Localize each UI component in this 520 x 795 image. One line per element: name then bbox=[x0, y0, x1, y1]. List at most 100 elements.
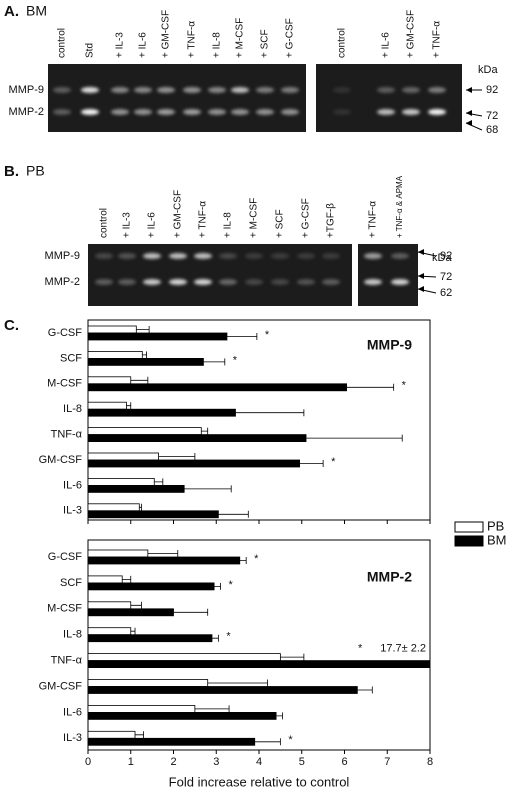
bar bbox=[88, 434, 307, 443]
lane-label: + SCF bbox=[275, 209, 286, 238]
category-label: SCF bbox=[60, 577, 82, 589]
bar bbox=[88, 730, 136, 739]
bar bbox=[88, 376, 132, 385]
gel-band bbox=[157, 87, 175, 93]
error-bar bbox=[226, 333, 258, 340]
lane-label: + SCF bbox=[260, 29, 271, 58]
error-bar bbox=[201, 427, 209, 435]
bar bbox=[88, 503, 140, 512]
gel-band bbox=[169, 253, 187, 259]
lane-label: + M-CSF bbox=[235, 18, 246, 58]
gel-band bbox=[256, 87, 274, 93]
error-bar bbox=[218, 510, 249, 518]
error-bar bbox=[357, 686, 373, 694]
significance-star: * bbox=[254, 553, 259, 565]
gel-band bbox=[183, 109, 201, 115]
bar bbox=[88, 712, 277, 720]
value-label: 17.7± 2.2 bbox=[380, 643, 426, 655]
gel-band bbox=[333, 109, 351, 115]
error-bar bbox=[203, 358, 226, 366]
gel-band bbox=[402, 87, 420, 93]
significance-star: * bbox=[226, 631, 231, 643]
bar bbox=[88, 556, 241, 565]
lane-label: + TNF-α & APMA bbox=[395, 175, 404, 238]
panel-label: A. bbox=[4, 3, 19, 20]
gel-band bbox=[53, 87, 71, 93]
lane-label: + GM-CSF bbox=[406, 10, 417, 58]
marker-label: 68 bbox=[486, 124, 498, 136]
x-tick-label: 7 bbox=[384, 756, 390, 768]
bar bbox=[88, 477, 155, 486]
lane-label: control bbox=[99, 208, 110, 238]
error-bar bbox=[142, 351, 147, 359]
arrow-head bbox=[466, 110, 472, 116]
bar bbox=[88, 549, 149, 558]
legend-swatch bbox=[454, 535, 484, 547]
gel-band bbox=[297, 279, 315, 285]
bar bbox=[88, 357, 204, 366]
gel-image bbox=[48, 64, 306, 132]
bar bbox=[88, 653, 281, 661]
bar bbox=[88, 383, 348, 392]
bar bbox=[88, 634, 213, 643]
lane-label: +TGF-β bbox=[326, 203, 337, 238]
lane-label: + GM-CSF bbox=[161, 10, 172, 58]
category-label: IL-6 bbox=[63, 706, 82, 718]
error-bar bbox=[154, 478, 164, 486]
lane-label: + TNF-α bbox=[368, 201, 379, 238]
lane-label: + TNF-α bbox=[198, 201, 209, 238]
bar bbox=[88, 401, 127, 410]
gel-band bbox=[281, 109, 299, 115]
bar bbox=[88, 408, 236, 417]
gel-band bbox=[391, 253, 409, 259]
gel-band bbox=[143, 253, 161, 259]
category-label: GM-CSF bbox=[39, 680, 83, 692]
lane-label: Std bbox=[85, 43, 96, 58]
error-bar bbox=[306, 434, 403, 442]
gel-band bbox=[402, 109, 420, 115]
lane-label: + IL-8 bbox=[223, 212, 234, 238]
lane-label: + M-CSF bbox=[249, 198, 260, 238]
gel-band bbox=[208, 87, 226, 93]
bar bbox=[88, 427, 202, 436]
gel-band bbox=[219, 253, 237, 259]
lane-label: + IL-3 bbox=[122, 212, 133, 238]
arrow-head bbox=[466, 87, 472, 93]
gel-band bbox=[111, 87, 129, 93]
band-label: MMP-9 bbox=[45, 250, 80, 262]
lane-label: control bbox=[337, 28, 348, 58]
bar bbox=[88, 737, 256, 746]
band-label: MMP-2 bbox=[9, 106, 44, 118]
gel-band bbox=[194, 279, 212, 285]
x-tick-label: 3 bbox=[213, 756, 219, 768]
error-bar bbox=[239, 557, 247, 564]
marker-label: 72 bbox=[486, 110, 498, 122]
panel-title: BM bbox=[26, 3, 47, 19]
x-axis-label: Fold increase relative to control bbox=[169, 774, 350, 789]
gel-band bbox=[81, 109, 99, 115]
category-label: SCF bbox=[60, 352, 82, 364]
gel-band bbox=[322, 279, 340, 285]
bar bbox=[88, 660, 430, 668]
lane-label: control bbox=[57, 28, 68, 58]
error-bar bbox=[136, 326, 150, 333]
gel-band bbox=[271, 279, 289, 285]
error-bar bbox=[214, 582, 221, 590]
bar bbox=[88, 608, 174, 617]
category-label: IL-6 bbox=[63, 479, 82, 491]
legend-label: PB bbox=[487, 518, 504, 533]
x-tick-label: 1 bbox=[128, 756, 134, 768]
bar bbox=[88, 575, 123, 584]
error-bar bbox=[194, 705, 230, 713]
significance-star: * bbox=[229, 579, 234, 591]
gel-band bbox=[391, 279, 409, 285]
legend-label: BM bbox=[487, 532, 507, 547]
unit-label: kDa bbox=[432, 252, 452, 264]
gel-band bbox=[143, 279, 161, 285]
gel-band bbox=[428, 109, 446, 115]
lane-label: + IL-6 bbox=[138, 32, 149, 58]
gel-band bbox=[118, 279, 136, 285]
gel-band bbox=[194, 253, 212, 259]
unit-label: kDa bbox=[478, 64, 498, 76]
